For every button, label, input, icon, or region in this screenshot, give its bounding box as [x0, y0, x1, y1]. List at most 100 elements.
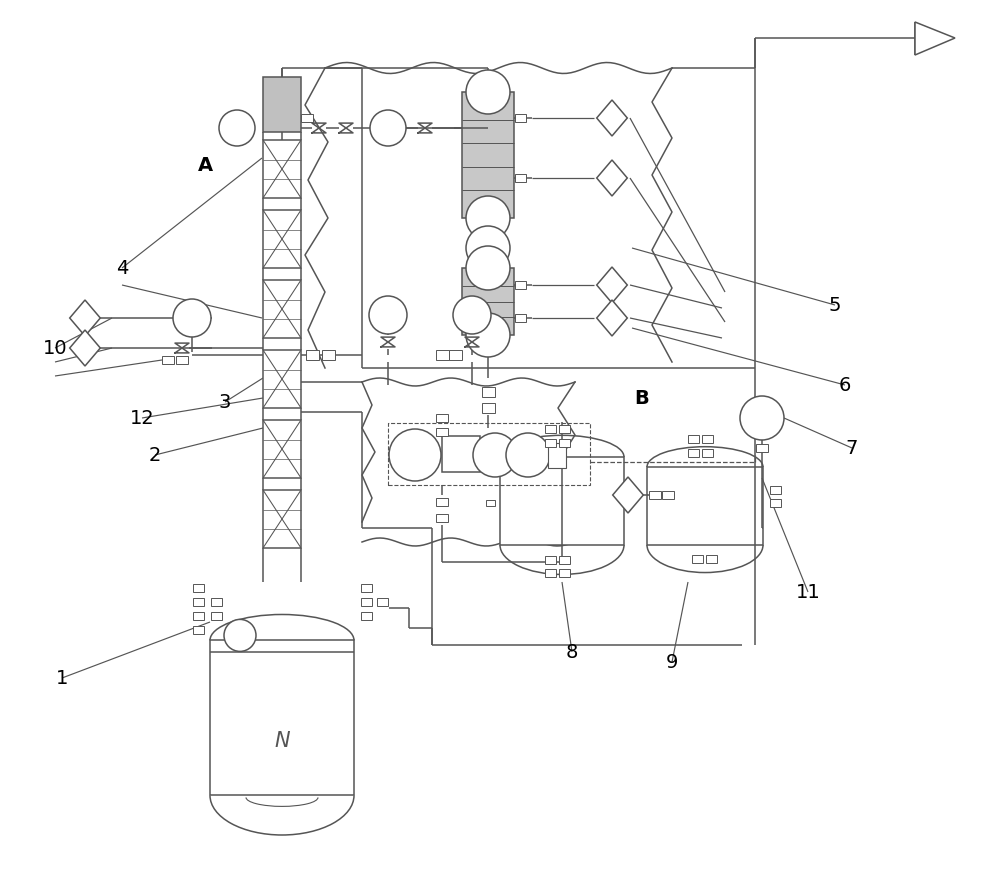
Bar — [482, 403, 494, 413]
Bar — [702, 435, 712, 443]
Bar — [692, 555, 702, 562]
Circle shape — [219, 110, 255, 146]
Circle shape — [740, 396, 784, 440]
Bar — [436, 414, 448, 423]
Bar — [193, 584, 204, 592]
Circle shape — [506, 433, 550, 477]
Bar — [706, 555, 716, 562]
Polygon shape — [597, 300, 627, 336]
Circle shape — [466, 196, 510, 240]
Bar — [436, 428, 448, 436]
Polygon shape — [613, 477, 643, 513]
Bar — [514, 114, 526, 122]
Text: 11: 11 — [796, 582, 820, 602]
Circle shape — [370, 110, 406, 146]
Bar — [482, 387, 494, 397]
Bar — [263, 210, 301, 268]
Bar — [558, 439, 570, 447]
Bar — [436, 351, 448, 360]
Bar — [361, 584, 372, 592]
Polygon shape — [915, 22, 955, 55]
Text: 3: 3 — [219, 392, 231, 411]
Bar — [647, 467, 763, 545]
Bar — [436, 514, 448, 522]
Circle shape — [466, 313, 510, 357]
Polygon shape — [70, 330, 100, 366]
Bar — [548, 443, 566, 468]
Text: 5: 5 — [829, 295, 841, 314]
Bar — [688, 435, 698, 443]
Bar — [514, 174, 526, 182]
Text: 8: 8 — [566, 643, 578, 661]
Bar — [193, 612, 204, 619]
Bar — [544, 439, 556, 447]
Text: 7: 7 — [846, 439, 858, 457]
Circle shape — [369, 296, 407, 334]
Text: 4: 4 — [116, 258, 128, 278]
Circle shape — [173, 299, 211, 337]
Bar — [263, 77, 301, 132]
Bar — [263, 280, 301, 338]
Bar — [193, 598, 204, 606]
Bar — [388, 423, 590, 485]
Bar — [688, 449, 698, 457]
Bar — [210, 612, 222, 619]
Bar — [558, 556, 570, 564]
Bar — [558, 425, 570, 433]
Bar — [448, 351, 462, 360]
Bar — [649, 491, 661, 499]
Bar — [770, 486, 780, 494]
Bar — [377, 598, 388, 606]
Bar — [263, 140, 301, 198]
Text: A: A — [197, 156, 213, 174]
Bar — [462, 92, 514, 218]
Text: 6: 6 — [839, 376, 851, 394]
Circle shape — [466, 70, 510, 114]
Bar — [756, 443, 768, 452]
Bar — [514, 281, 526, 289]
Bar — [263, 420, 301, 478]
Bar — [486, 500, 495, 506]
Circle shape — [453, 296, 491, 334]
Polygon shape — [597, 160, 627, 196]
Bar — [162, 356, 174, 364]
Bar — [462, 268, 514, 335]
Bar — [558, 569, 570, 577]
Bar — [263, 490, 301, 548]
Circle shape — [466, 246, 510, 290]
Bar — [193, 627, 204, 634]
Bar — [702, 449, 712, 457]
Circle shape — [389, 429, 441, 481]
Bar — [662, 491, 674, 499]
Text: 9: 9 — [666, 652, 678, 671]
Bar — [442, 436, 480, 472]
Circle shape — [473, 433, 517, 477]
Bar — [306, 351, 319, 360]
Circle shape — [224, 619, 256, 651]
Text: 1: 1 — [56, 668, 68, 687]
Text: 10: 10 — [43, 338, 67, 358]
Text: N: N — [274, 732, 290, 751]
Bar — [322, 351, 335, 360]
Bar — [301, 114, 313, 122]
Bar — [514, 314, 526, 322]
Bar — [770, 499, 780, 506]
Bar — [544, 569, 556, 577]
Circle shape — [466, 226, 510, 270]
Polygon shape — [70, 300, 100, 336]
Bar — [544, 425, 556, 433]
Text: 12: 12 — [130, 409, 154, 427]
Polygon shape — [597, 267, 627, 303]
Text: 2: 2 — [149, 446, 161, 465]
Polygon shape — [597, 100, 627, 136]
Bar — [176, 356, 188, 364]
Text: B: B — [635, 389, 649, 408]
Bar — [544, 556, 556, 564]
Bar — [210, 598, 222, 606]
Bar — [500, 457, 624, 545]
Bar — [361, 598, 372, 606]
Bar — [436, 498, 448, 506]
Bar — [361, 612, 372, 619]
Bar — [210, 641, 354, 796]
Bar — [263, 350, 301, 408]
